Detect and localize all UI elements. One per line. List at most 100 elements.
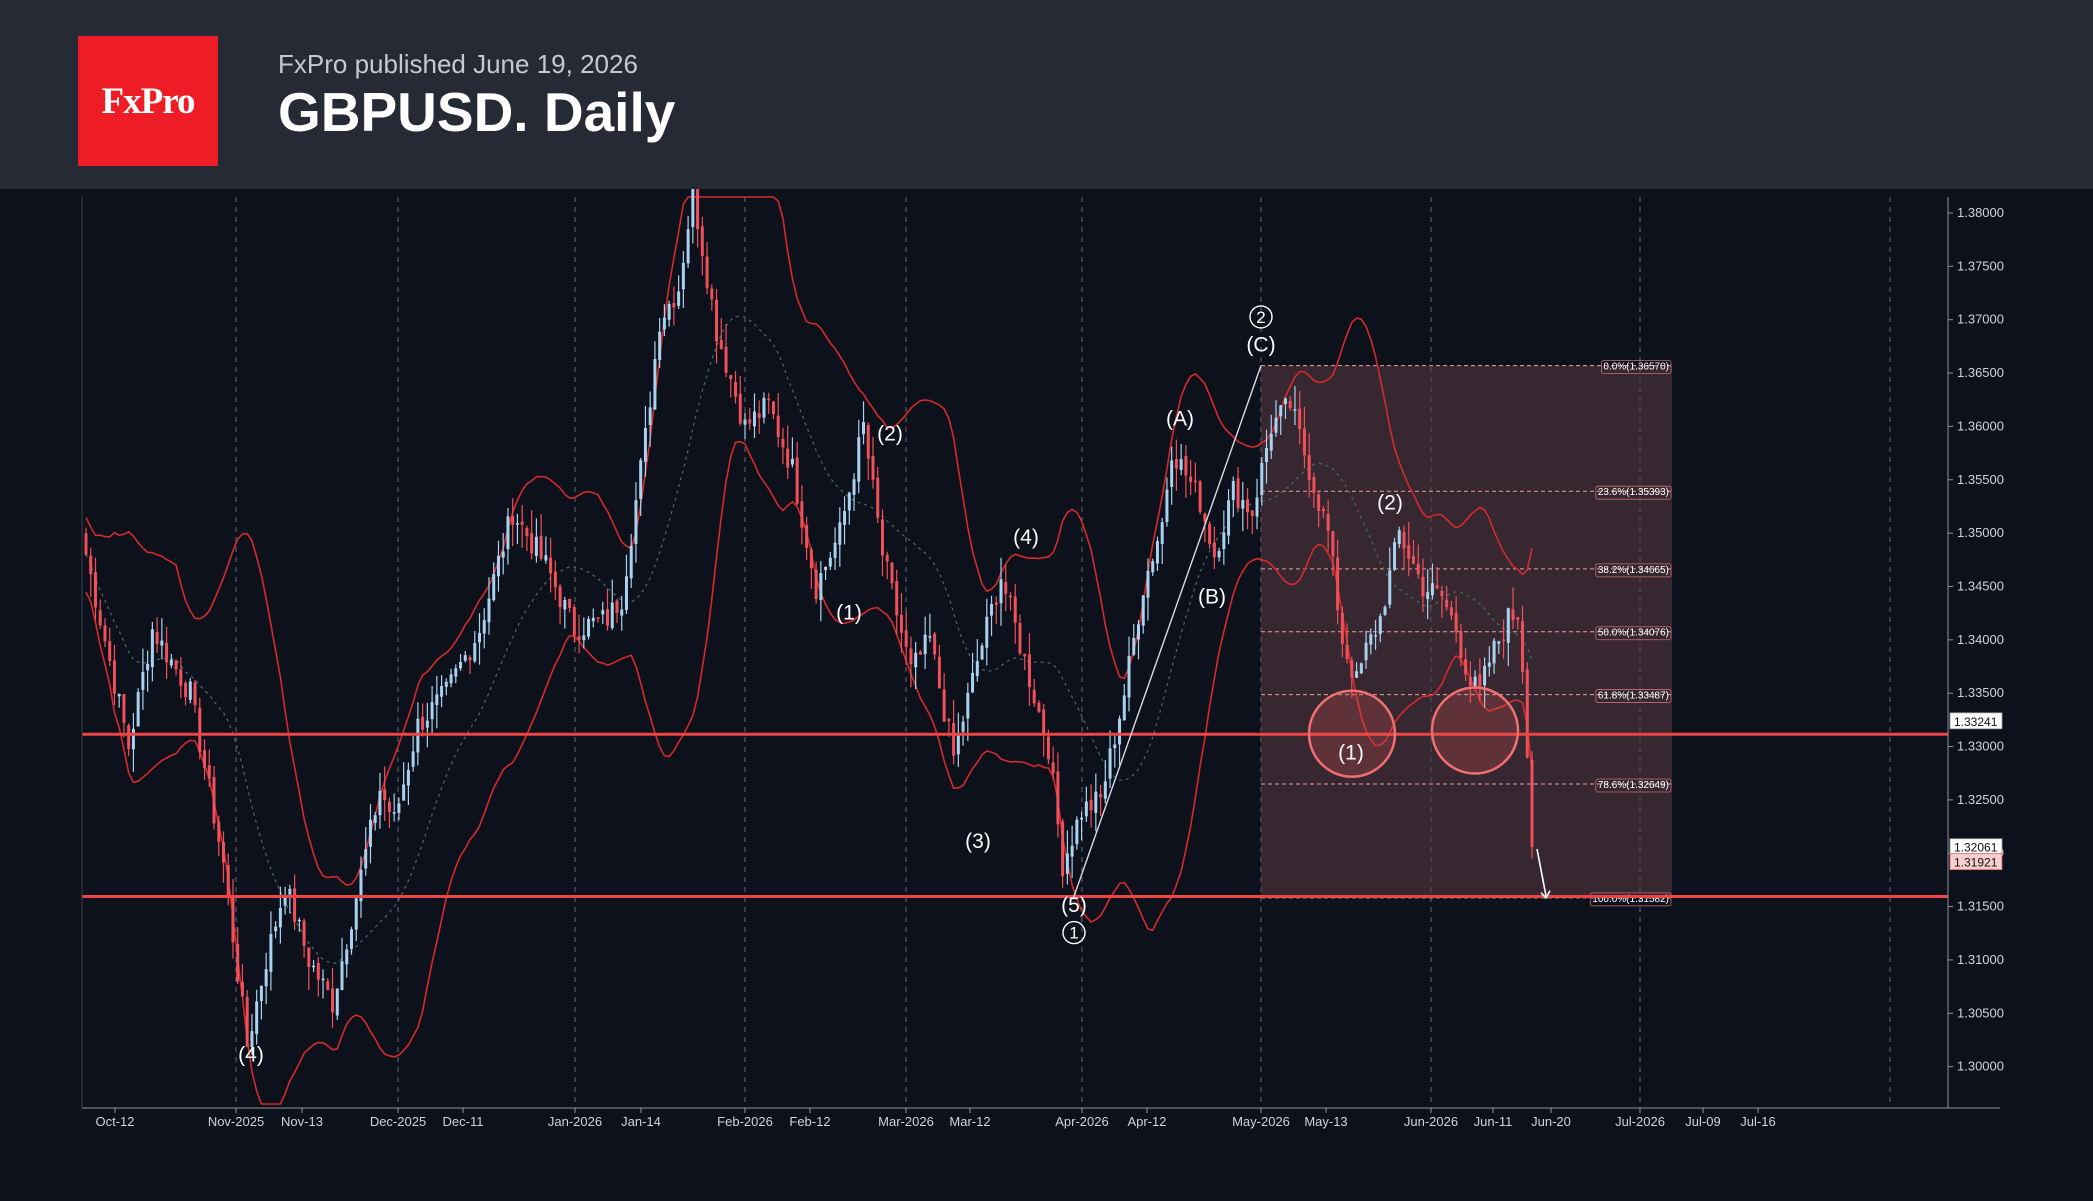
candle-body (956, 733, 960, 755)
candle-body (349, 929, 353, 949)
candle-body (1141, 595, 1145, 626)
candle-body (525, 527, 529, 537)
candle-body (1037, 702, 1041, 712)
candle-body (824, 566, 828, 571)
price-tag-label: 1.33241 (1954, 715, 1998, 729)
candle-body (122, 694, 126, 723)
candle-body (1008, 595, 1012, 598)
candle-body (880, 519, 884, 556)
candle-body (1146, 570, 1150, 598)
candle-body (577, 635, 581, 641)
candle-body (1217, 550, 1221, 558)
candle-body (1203, 513, 1207, 522)
fib-label: 23.6%(1.35393) (1598, 487, 1669, 498)
candle-body (255, 1001, 259, 1035)
wave-label: (3) (965, 830, 991, 853)
candle-body (990, 604, 994, 616)
candle-body (473, 643, 477, 662)
y-tick-label: 1.31000 (1957, 952, 2004, 967)
fib-label-box (1595, 563, 1672, 578)
candle-body (444, 681, 448, 687)
candle-body (1374, 635, 1378, 637)
candle-body (160, 640, 164, 646)
candle-body (994, 602, 998, 605)
candle-body (440, 686, 444, 697)
candle-body (1103, 781, 1107, 799)
candle-body (591, 617, 595, 622)
candle-body (1260, 462, 1264, 496)
fib-label-box (1600, 360, 1672, 374)
candle-body (354, 898, 358, 930)
candle-body (1094, 791, 1098, 813)
projection-arrow (1536, 848, 1547, 897)
candle-body (112, 660, 116, 694)
candle-body (188, 681, 192, 700)
candle-body (833, 542, 837, 558)
candle-body (843, 511, 847, 525)
candle-body (1312, 477, 1316, 493)
candle-body (800, 501, 804, 528)
candle-body (297, 919, 301, 922)
candle-body (1473, 676, 1477, 687)
candle-body (601, 610, 605, 615)
candle-body (1013, 596, 1017, 623)
y-tick-label: 1.35500 (1957, 472, 2004, 487)
y-tick-label: 1.34500 (1957, 578, 2004, 593)
candle-body (1459, 630, 1463, 658)
candle-body (103, 625, 107, 642)
candle-body (520, 521, 524, 525)
fib-label: 78.6%(1.32649) (1598, 780, 1669, 791)
candle-body (933, 633, 937, 655)
candle-body (771, 401, 775, 415)
candle-body (606, 609, 610, 626)
candle-body (136, 692, 140, 727)
candle-body (1331, 531, 1335, 557)
x-tick-label: Nov-2025 (208, 1114, 264, 1129)
candle-body (563, 599, 567, 610)
candle-body (895, 580, 899, 616)
bollinger-lower (85, 440, 1533, 1105)
candle-body (1293, 409, 1297, 411)
candle-body (1402, 532, 1406, 549)
candle-body (1004, 581, 1008, 594)
candle-body (1108, 748, 1112, 779)
candle-body (729, 375, 733, 379)
candle-body (1369, 634, 1373, 645)
candle-body (340, 961, 344, 990)
candle-body (236, 944, 240, 982)
candle-body (240, 981, 244, 997)
candle-body (169, 659, 173, 666)
candle-body (1084, 801, 1088, 817)
y-tick-label: 1.34000 (1957, 632, 2004, 647)
y-tick-label: 1.32500 (1957, 792, 2004, 807)
candle-body (918, 651, 922, 655)
candle-body (269, 933, 273, 972)
x-tick-label: Jul-16 (1740, 1114, 1775, 1129)
candle-body (411, 751, 415, 767)
support-circle (1430, 686, 1520, 775)
candle-body (179, 669, 183, 686)
candle-body (1155, 541, 1159, 564)
candle-body (1506, 608, 1510, 643)
wave-label: (C) (1246, 334, 1275, 357)
candle-body (515, 523, 519, 525)
candle-body (274, 926, 278, 932)
x-tick-label: Dec-2025 (370, 1114, 426, 1129)
candle-body (1321, 508, 1325, 512)
candle-body (203, 750, 207, 768)
candle-body (1483, 665, 1487, 686)
candle-body (1075, 819, 1079, 845)
candle-body (866, 424, 870, 459)
candle-body (231, 897, 235, 943)
candle-body (487, 598, 491, 623)
candle-body (406, 769, 410, 786)
candle-body (378, 790, 382, 816)
price-tag (1949, 712, 2003, 730)
y-tick-label: 1.37000 (1957, 312, 2004, 327)
candle-body (1113, 744, 1117, 749)
candle-body (1080, 817, 1084, 820)
fib-label: 61.8%(1.33487) (1598, 691, 1669, 702)
candle-body (1099, 794, 1103, 798)
candle-body (364, 849, 368, 869)
candle-body (786, 448, 790, 468)
